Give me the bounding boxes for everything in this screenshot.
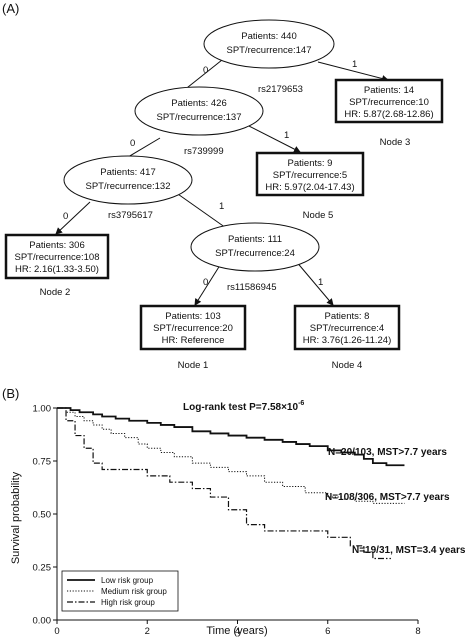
node-3-hr: HR: 5.87(2.68-12.86) — [344, 109, 433, 120]
y-tick-label: 0.00 — [33, 616, 52, 627]
panel-b-label: (B) — [2, 386, 20, 401]
legend: Low risk group Medium risk group High ri… — [61, 570, 179, 612]
node-root-patients: Patients: 440 — [241, 31, 296, 42]
series-line-medium-risk — [57, 407, 405, 504]
node-5-spt: SPT/recurrence:5 — [273, 170, 347, 181]
node-1-spt: SPT/recurrence:20 — [153, 323, 233, 334]
logrank-annotation: Log-rank test P=7.58×10-6 — [183, 400, 304, 413]
node-n111-spt: SPT/recurrence:24 — [215, 248, 295, 259]
x-tick-label: 8 — [415, 626, 420, 637]
node-n417: Patients: 417 SPT/recurrence:132 — [63, 155, 193, 205]
node-root: Patients: 440 SPT/recurrence:147 — [203, 19, 335, 69]
series-line-low-risk — [57, 407, 405, 467]
node-2-caption: Node 2 — [40, 287, 71, 298]
x-axis-title: Time (years) — [206, 625, 267, 637]
node-n111: Patients: 111 SPT/recurrence:24 — [190, 222, 320, 272]
node-n111-patients: Patients: 111 — [228, 234, 282, 245]
legend-label-high: High risk group — [101, 598, 155, 607]
y-tick-label: 0.50 — [33, 510, 52, 521]
node-4-hr: HR: 3.76(1.26-11.24) — [303, 335, 392, 346]
logrank-prefix: Log-rank test P=7.58×10 — [183, 402, 298, 413]
node-2-patients: Patients: 306 — [29, 240, 84, 251]
edge-n426-right — [244, 123, 301, 153]
edge-n111-right — [294, 259, 334, 306]
node-5-box: Patients: 9 SPT/recurrence:5 HR: 5.97(2.… — [255, 151, 365, 197]
y-tick-label: 0.75 — [33, 457, 52, 468]
node-1-caption: Node 1 — [178, 360, 209, 371]
y-axis-title: Survival probability — [10, 471, 22, 564]
node-3-box: Patients: 14 SPT/recurrence:10 HR: 5.87(… — [334, 78, 444, 124]
edge-root-right — [317, 61, 389, 82]
series-line-high-risk — [57, 407, 391, 560]
x-tick-label: 4 — [235, 626, 240, 637]
split-label-root: rs2179653 — [258, 84, 303, 95]
annotation-medium-risk: N=108/306, MST>7.7 years — [325, 492, 450, 503]
split-label-n417: rs3795617 — [108, 210, 153, 221]
km-series-lines — [57, 407, 405, 560]
x-tick-label: 2 — [145, 626, 150, 637]
x-tick-label: 6 — [325, 626, 330, 637]
split-label-n111: rs11586945 — [227, 282, 276, 293]
node-n426-spt: SPT/recurrence:137 — [156, 112, 241, 123]
node-4-spt: SPT/recurrence:4 — [310, 323, 384, 334]
node-1-hr: HR: Reference — [162, 335, 225, 346]
branch-label-n426-left: 0 — [130, 138, 135, 149]
node-4-box: Patients: 8 SPT/recurrence:4 HR: 3.76(1.… — [293, 304, 401, 351]
branch-label-n111-left: 0 — [203, 277, 208, 288]
km-axes: 0.00 0.25 0.50 0.75 1.00 0 2 4 6 8 — [33, 404, 421, 638]
node-2-hr: HR: 2.16(1.33-3.50) — [15, 264, 99, 275]
x-tick-label: 0 — [54, 626, 59, 637]
legend-label-medium: Medium risk group — [101, 587, 167, 596]
annotation-high-risk: N=19/31, MST=3.4 years — [352, 545, 466, 556]
node-1-patients: Patients: 103 — [165, 311, 220, 322]
node-2-spt: SPT/recurrence:108 — [14, 252, 99, 263]
node-2-box: Patients: 306 SPT/recurrence:108 HR: 2.1… — [4, 233, 110, 280]
node-3-caption: Node 3 — [380, 137, 411, 148]
node-5-patients: Patients: 9 — [288, 158, 333, 169]
node-5-caption: Node 5 — [303, 210, 334, 221]
node-n417-patients: Patients: 417 — [100, 167, 155, 178]
branch-label-n417-right: 1 — [219, 201, 224, 212]
node-3-patients: Patients: 14 — [364, 85, 414, 96]
panel-a-label: (A) — [2, 1, 20, 16]
node-root-spt: SPT/recurrence:147 — [226, 45, 311, 56]
node-3-spt: SPT/recurrence:10 — [349, 97, 429, 108]
node-n426-patients: Patients: 426 — [171, 98, 226, 109]
node-1-box: Patients: 103 SPT/recurrence:20 HR: Refe… — [139, 304, 247, 351]
branch-label-root-left: 0 — [203, 65, 208, 76]
branch-label-root-right: 1 — [352, 59, 357, 70]
node-n426: Patients: 426 SPT/recurrence:137 — [134, 86, 264, 136]
node-4-patients: Patients: 8 — [325, 311, 370, 322]
branch-label-n111-right: 1 — [318, 277, 323, 288]
node-n417-spt: SPT/recurrence:132 — [85, 181, 170, 192]
legend-label-low: Low risk group — [101, 576, 154, 585]
logrank-exponent: -6 — [298, 400, 304, 407]
edge-n111-left — [194, 261, 223, 306]
y-tick-label: 1.00 — [33, 404, 52, 415]
node-4-caption: Node 4 — [332, 360, 363, 371]
survival-tree-diagram: 0 1 0 1 0 1 0 1 rs2179653 rs739999 rs379… — [4, 19, 444, 371]
node-5-hr: HR: 5.97(2.04-17.43) — [265, 182, 354, 193]
y-tick-label: 0.25 — [33, 563, 52, 574]
branch-label-n417-left: 0 — [63, 211, 68, 222]
annotation-low-risk: N=20/103, MST>7.7 years — [328, 447, 447, 458]
edge-n417-left — [55, 201, 91, 235]
branch-label-n426-right: 1 — [284, 130, 289, 141]
survival-curve-chart: 0.00 0.25 0.50 0.75 1.00 0 2 4 6 8 Survival proba… — [10, 400, 466, 638]
split-label-n426: rs739999 — [184, 146, 224, 157]
